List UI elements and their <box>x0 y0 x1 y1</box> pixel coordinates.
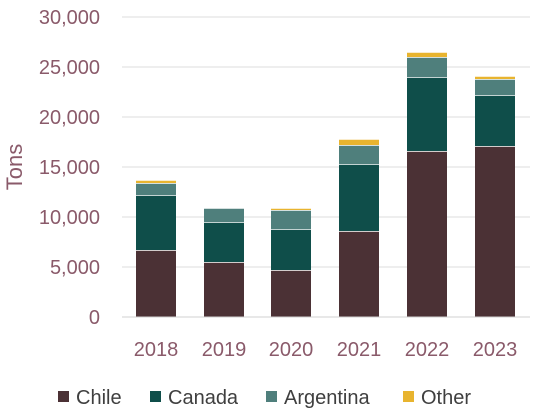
legend-swatch <box>150 391 161 402</box>
y-tick-label: 30,000 <box>39 7 100 29</box>
y-tick-label: 0 <box>89 307 100 329</box>
legend-item-argentina: Argentina <box>266 387 370 409</box>
bar-segment-canada-2021 <box>339 164 379 231</box>
bar-segment-canada-2020 <box>271 229 311 270</box>
bar-segment-argentina-2021 <box>339 145 379 164</box>
x-tick-label: 2021 <box>337 339 382 361</box>
y-axis: 0 5,000 10,000 15,000 20,000 25,000 30,000 <box>39 7 100 329</box>
bar-segment-chile-2019 <box>204 262 244 317</box>
x-tick-label: 2022 <box>405 339 450 361</box>
bar-segment-other-2020 <box>271 208 311 210</box>
bar-stack-2023 <box>475 75 515 317</box>
legend-label: Argentina <box>284 387 370 409</box>
bar-segment-argentina-2019 <box>204 208 244 222</box>
bar-segment-canada-2019 <box>204 222 244 262</box>
legend: Chile Canada Argentina Other <box>58 387 471 409</box>
bar-segment-canada-2022 <box>407 77 447 151</box>
bar-stack-2019 <box>204 207 244 317</box>
y-tick-label: 5,000 <box>50 257 100 279</box>
bar-stacks <box>136 51 515 317</box>
legend-label: Other <box>421 387 471 409</box>
bar-segment-argentina-2018 <box>136 183 176 195</box>
bar-segment-other-2018 <box>136 180 176 183</box>
bar-segment-chile-2023 <box>475 146 515 317</box>
bar-segment-argentina-2020 <box>271 210 311 229</box>
bar-segment-chile-2022 <box>407 151 447 317</box>
bar-stack-2021 <box>339 138 379 317</box>
legend-item-other: Other <box>403 387 471 409</box>
legend-label: Canada <box>168 387 239 409</box>
legend-item-chile: Chile <box>58 387 122 409</box>
bar-segment-chile-2018 <box>136 250 176 317</box>
bar-segment-other-2021 <box>339 139 379 145</box>
bar-segment-canada-2018 <box>136 195 176 250</box>
x-tick-label: 2018 <box>134 339 179 361</box>
legend-label: Chile <box>76 387 122 409</box>
bar-segment-chile-2021 <box>339 231 379 317</box>
legend-swatch <box>266 391 277 402</box>
bar-stack-2022 <box>407 51 447 317</box>
y-tick-label: 25,000 <box>39 57 100 79</box>
legend-item-canada: Canada <box>150 387 239 409</box>
bar-segment-chile-2020 <box>271 270 311 317</box>
x-axis: 2018 2019 2020 2021 2022 2023 <box>122 316 530 361</box>
x-tick-label: 2023 <box>473 339 518 361</box>
x-tick-label: 2019 <box>202 339 247 361</box>
bar-segment-other-2023 <box>475 76 515 79</box>
bar-stack-2018 <box>136 179 176 317</box>
y-tick-label: 10,000 <box>39 207 100 229</box>
bar-segment-other-2022 <box>407 52 447 57</box>
x-tick-label: 2020 <box>269 339 314 361</box>
bar-segment-argentina-2023 <box>475 79 515 95</box>
bar-stack-2020 <box>271 207 311 317</box>
legend-swatch <box>58 391 69 402</box>
legend-swatch <box>403 391 414 402</box>
bar-segment-argentina-2022 <box>407 57 447 77</box>
gridlines <box>122 16 530 268</box>
y-tick-label: 20,000 <box>39 107 100 129</box>
y-axis-title: Tons <box>2 144 27 190</box>
bar-segment-canada-2023 <box>475 95 515 146</box>
y-tick-label: 15,000 <box>39 157 100 179</box>
